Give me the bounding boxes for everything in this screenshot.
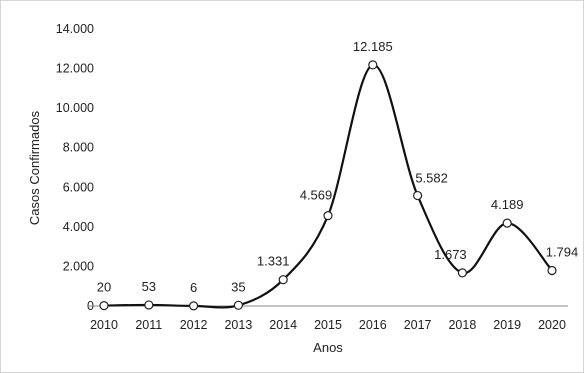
x-axis: 2010 2011 2012 2013 2014 2015 2016 2017 2018 2019…: [87, 305, 568, 332]
data-label: 6: [190, 280, 197, 295]
y-tick-label: 2.000: [63, 259, 94, 273]
data-label: 1.331: [257, 254, 290, 269]
series-casos-confirmados: [99, 60, 557, 311]
x-axis-title: Anos: [313, 340, 343, 355]
data-label: 4.189: [491, 197, 524, 212]
data-point: [278, 275, 288, 285]
data-point: [99, 301, 109, 311]
y-tick-label: 4.000: [63, 220, 94, 234]
series-line: [103, 63, 553, 309]
x-tick-label: 2015: [314, 318, 342, 332]
y-tick-label: 6.000: [63, 180, 94, 194]
data-point: [233, 300, 243, 310]
data-label: 4.569: [300, 188, 333, 203]
y-tick-label: 14.000: [56, 22, 94, 36]
data-point: [547, 265, 557, 276]
data-label: 20: [97, 280, 111, 295]
y-tick-label: 10.000: [56, 101, 94, 115]
x-tick-label: 2012: [180, 318, 208, 332]
data-label: 35: [231, 279, 245, 294]
data-point: [502, 218, 512, 228]
x-tick-label: 2017: [404, 318, 432, 332]
x-tick-label: 2013: [224, 318, 252, 332]
y-tick-label: 8.000: [63, 141, 94, 155]
data-point: [413, 190, 423, 201]
data-point: [323, 210, 333, 221]
data-point: [144, 300, 154, 310]
data-point: [368, 60, 378, 70]
data-point: [189, 301, 199, 311]
data-labels: 20 53 6 35 1.331 4.569 12.185 5.582 1.673 4.189 1.…: [97, 39, 579, 295]
data-point: [457, 268, 467, 278]
data-label: 5.582: [415, 171, 448, 186]
x-tick-label: 2016: [359, 318, 387, 332]
data-label: 1.673: [434, 247, 467, 262]
x-tick-label: 2014: [269, 318, 297, 332]
y-axis-title: Casos Confirmados: [27, 110, 42, 225]
x-tick-label: 2020: [538, 318, 566, 332]
x-tick-label: 2010: [90, 318, 118, 332]
x-tick-label: 2018: [448, 318, 476, 332]
x-tick-label: 2011: [135, 318, 162, 332]
data-label: 12.185: [353, 39, 393, 54]
data-label: 53: [142, 279, 156, 294]
data-label: 1.794: [546, 245, 579, 260]
x-tick-label: 2019: [493, 318, 521, 332]
y-tick-label: 12.000: [56, 62, 94, 76]
